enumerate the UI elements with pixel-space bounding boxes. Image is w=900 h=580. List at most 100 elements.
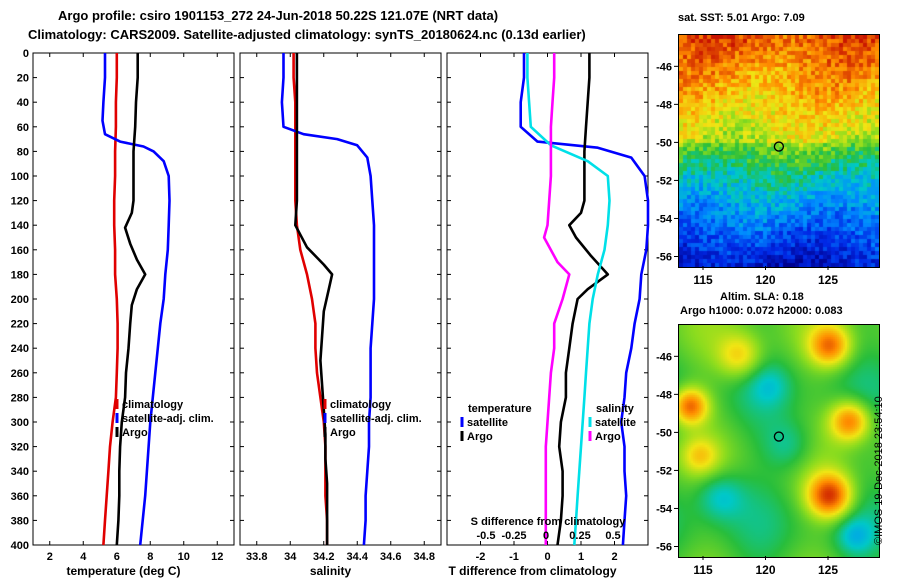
x-tick-label: -2 — [476, 551, 486, 563]
x-tick-label: 8 — [147, 551, 153, 563]
y-tick-label: 260 — [11, 368, 29, 380]
x-tick-label: 12 — [211, 551, 223, 563]
legend-label: Argo — [330, 427, 356, 439]
y-tick-label: 120 — [11, 196, 29, 208]
x-tick-label: 6 — [114, 551, 120, 563]
series-satellite-adj-clim- — [101, 53, 171, 546]
legend-label: climatology — [122, 399, 184, 411]
secondary-tick-label: -0.25 — [501, 530, 526, 542]
legend-label: Argo — [467, 431, 493, 443]
altimetry-header-heights: Argo h1000: 0.072 h2000: 0.083 — [680, 305, 843, 317]
map-y-tick-label: -56 — [656, 251, 672, 263]
x-tick-label: -1 — [509, 551, 519, 563]
y-tick-label: 240 — [11, 343, 29, 355]
legend-label: satellite — [595, 417, 636, 429]
series-s-satellite — [526, 53, 611, 546]
x-tick-label: 2 — [611, 551, 617, 563]
temperature-profile: 0 20 40 60 80 100 120 140 160 180 200 220 240 260 280 3… — [11, 48, 235, 578]
series-s-argo — [542, 53, 571, 545]
map-y-tick-label: -54 — [656, 213, 673, 225]
y-tick-label: 360 — [11, 491, 29, 503]
altimetry-map-axes: 115 120 125 -46 -48 -50 -52 -54 -56 — [656, 351, 838, 577]
x-tick-label: 34.2 — [313, 551, 334, 563]
map-x-tick-label: 120 — [755, 273, 775, 287]
legend-label: Argo — [122, 427, 148, 439]
legend-label: climatology — [330, 399, 392, 411]
y-tick-label: 320 — [11, 442, 29, 454]
y-tick-label: 220 — [11, 319, 29, 331]
y-tick-label: 20 — [17, 73, 29, 85]
map-y-tick-label: -54 — [656, 503, 673, 515]
secondary-tick-label: 0 — [543, 530, 549, 542]
sst-map-header: sat. SST: 5.01 Argo: 7.09 — [678, 12, 805, 24]
x-axis-label: temperature (deg C) — [66, 564, 180, 578]
y-tick-label: 0 — [23, 48, 29, 60]
y-tick-label: 280 — [11, 392, 29, 404]
map-y-tick-label: -48 — [656, 99, 672, 111]
series-argo — [293, 53, 334, 545]
x-axis-label: salinity — [310, 564, 352, 578]
series-satellite-adj-clim- — [280, 53, 376, 546]
secondary-tick-label: -0.5 — [477, 530, 496, 542]
series-t-argo — [556, 53, 610, 546]
legend-label: satellite — [467, 417, 508, 429]
map-y-tick-label: -50 — [656, 427, 672, 439]
salinity-profile: 33.8 34 34.2 34.4 34.6 34.8 salinity climatolog… — [239, 52, 442, 578]
secondary-axis-label: S difference from climatology — [471, 516, 627, 528]
series-argo — [115, 53, 147, 546]
x-tick-label: 10 — [178, 551, 190, 563]
map-y-tick-label: -48 — [656, 389, 672, 401]
y-tick-label: 300 — [11, 417, 29, 429]
y-tick-label: 340 — [11, 466, 29, 478]
map-y-tick-label: -52 — [656, 465, 672, 477]
map-y-tick-label: -50 — [656, 137, 672, 149]
y-tick-label: 80 — [17, 146, 29, 158]
series-t-satellite — [519, 53, 650, 546]
map-x-tick-label: 115 — [693, 273, 713, 287]
difference-profile: -2 -1 0 1 2T difference from climatology temp… — [446, 52, 650, 578]
x-tick-label: 34 — [284, 551, 297, 563]
altimetry-header-sla: Altim. SLA: 0.18 — [720, 291, 804, 303]
y-tick-label: 40 — [17, 97, 29, 109]
map-y-tick-label: -52 — [656, 175, 672, 187]
y-tick-label: 180 — [11, 269, 29, 281]
legend-salinity-header: salinity — [596, 403, 635, 415]
imos-credit: ©IMOS 19-Dec-2018 23:54:10 — [873, 396, 885, 545]
y-tick-label: 400 — [11, 540, 29, 552]
map-x-tick-label: 115 — [693, 563, 713, 577]
argo-position-marker — [773, 431, 785, 442]
x-tick-label: 1 — [578, 551, 584, 563]
map-y-tick-label: -46 — [656, 61, 672, 73]
map-x-tick-label: 120 — [755, 563, 775, 577]
sst-map-axes: 115 120 125 -46 -48 -50 -52 -54 -56 — [656, 61, 838, 287]
y-tick-label: 200 — [11, 294, 29, 306]
y-tick-label: 380 — [11, 515, 29, 527]
title-line-2: Climatology: CARS2009. Satellite-adjuste… — [28, 27, 586, 42]
legend-temperature-header: temperature — [468, 403, 532, 415]
map-y-tick-label: -46 — [656, 351, 672, 363]
x-tick-label: 34.6 — [380, 551, 401, 563]
legend-label: Argo — [595, 431, 621, 443]
x-tick-label: 2 — [47, 551, 53, 563]
y-tick-label: 60 — [17, 122, 29, 134]
x-tick-label: 0 — [544, 551, 550, 563]
series-climatology — [102, 53, 119, 546]
map-y-tick-label: -56 — [656, 541, 672, 553]
y-tick-label: 160 — [11, 245, 29, 257]
map-x-tick-label: 125 — [818, 563, 838, 577]
legend-label: satellite-adj. clim. — [122, 413, 214, 425]
x-tick-label: 4 — [80, 551, 87, 563]
secondary-tick-label: 0.25 — [569, 530, 590, 542]
map-x-tick-label: 125 — [818, 273, 838, 287]
y-tick-label: 100 — [11, 171, 29, 183]
y-tick-label: 140 — [11, 220, 29, 232]
x-tick-label: 33.8 — [246, 551, 267, 563]
x-tick-label: 34.4 — [347, 551, 369, 563]
legend-label: satellite-adj. clim. — [330, 413, 422, 425]
title-line-1: Argo profile: csiro 1901153_272 24-Jun-2… — [58, 8, 499, 23]
x-axis-label: T difference from climatology — [448, 564, 616, 578]
x-tick-label: 34.8 — [414, 551, 435, 563]
secondary-tick-label: 0.5 — [605, 530, 620, 542]
